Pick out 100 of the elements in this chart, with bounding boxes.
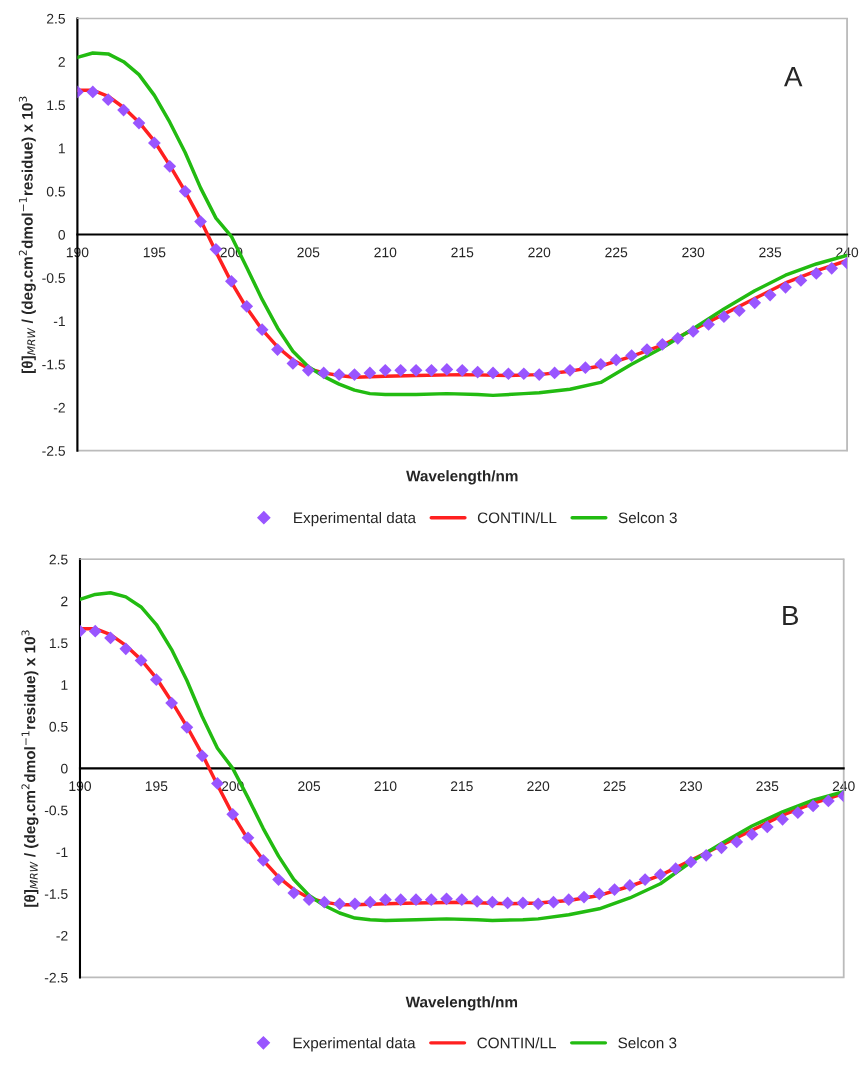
point: [470, 894, 484, 908]
point: [656, 338, 669, 351]
x-tick-label: 230: [680, 781, 702, 792]
y-tick-label: 0: [60, 763, 68, 774]
y-tick-label: -2: [53, 402, 65, 413]
point: [86, 85, 100, 99]
x-tick-label: 205: [297, 247, 320, 258]
point: [609, 353, 623, 367]
y-tick-label: 1.5: [47, 100, 66, 111]
point: [486, 366, 500, 380]
x-tick-label: 215: [451, 247, 474, 258]
point: [471, 365, 485, 379]
x-tick-label: 215: [450, 781, 473, 792]
point: [132, 116, 146, 130]
annotation: A: [784, 67, 803, 87]
point: [577, 890, 591, 904]
x-axis-title: Wavelength/nm: [405, 996, 518, 1011]
point: [532, 368, 546, 381]
y-tick-label: -2.5: [44, 972, 68, 983]
point: [625, 349, 638, 362]
x-tick-label: 220: [528, 247, 551, 258]
point: [425, 363, 438, 377]
x-tick-label: 220: [527, 781, 550, 792]
x-tick-label: 210: [374, 781, 397, 792]
point: [394, 893, 408, 906]
y-tick-label: 2.5: [46, 13, 66, 24]
point: [240, 299, 254, 313]
point: [241, 831, 255, 845]
point: [163, 159, 177, 173]
point: [226, 807, 240, 821]
point: [732, 304, 746, 318]
y-tick-label: 1: [61, 680, 68, 690]
point: [378, 363, 392, 377]
point: [317, 366, 331, 380]
point: [501, 896, 514, 910]
y-tick-label: -1: [53, 316, 65, 327]
y-tick-label: -0.5: [42, 273, 66, 283]
point: [516, 896, 530, 910]
point: [686, 325, 700, 338]
point: [654, 868, 667, 881]
y-tick-label: -1: [56, 847, 68, 857]
y-tick-label: 0.5: [46, 186, 66, 197]
point: [117, 103, 130, 117]
x-tick-label: 195: [143, 247, 166, 258]
point: [363, 366, 377, 380]
point: [287, 886, 301, 900]
point: [409, 363, 423, 377]
x-tick-label: 240: [832, 781, 855, 792]
annotation: B: [783, 605, 798, 626]
x-tick-label: 225: [603, 781, 626, 792]
point: [272, 873, 285, 886]
point: [286, 357, 300, 370]
y-axis-title: [θ]$_{MRW}$ / (deg.cm$^{2}$dmol$^{−1}$residue) x 10$^{3}$: [18, 96, 36, 373]
point: [394, 363, 408, 377]
point: [440, 363, 454, 376]
point: [348, 368, 361, 381]
point: [684, 855, 698, 869]
point: [623, 879, 637, 892]
point: [149, 673, 163, 687]
point: [699, 848, 713, 862]
point: [548, 366, 561, 380]
point: [180, 721, 194, 734]
y-tick-label: 0: [58, 229, 66, 240]
y-tick-label: 2: [61, 596, 68, 607]
x-tick-label: 235: [756, 781, 779, 792]
point: [517, 367, 531, 381]
point: [194, 215, 207, 228]
y-tick-label: 0.5: [49, 721, 68, 732]
y-tick-label: 1.5: [49, 638, 68, 649]
point: [271, 343, 284, 356]
point: [302, 893, 316, 906]
point: [333, 897, 346, 911]
point: [363, 895, 377, 909]
point: [178, 184, 192, 198]
point: [256, 853, 270, 867]
x-tick-label: 235: [759, 247, 782, 258]
y-tick-label: 1: [58, 143, 65, 154]
point: [594, 357, 608, 371]
point: [608, 883, 621, 896]
point: [822, 794, 835, 808]
point: [748, 296, 762, 310]
y-axis-title: [θ]$_{MRW}$ / (deg.cm$^{2}$dmol$^{−1}$residue) x 10$^{3}$: [21, 630, 39, 907]
point: [379, 893, 392, 906]
y-tick-label: 2.5: [49, 554, 68, 565]
x-tick-label: 225: [605, 247, 628, 258]
point: [224, 274, 238, 288]
point: [791, 806, 805, 820]
point: [730, 835, 744, 849]
point: [424, 893, 438, 906]
point: [195, 749, 209, 763]
point: [119, 642, 133, 656]
point: [301, 363, 315, 377]
y-tick-label: -2.5: [42, 446, 66, 456]
point: [806, 799, 820, 813]
point: [104, 631, 117, 645]
point: [547, 895, 560, 909]
y-tick-label: -2: [56, 930, 68, 941]
point: [717, 310, 731, 324]
point: [671, 331, 685, 345]
x-tick-label: 230: [682, 247, 705, 258]
